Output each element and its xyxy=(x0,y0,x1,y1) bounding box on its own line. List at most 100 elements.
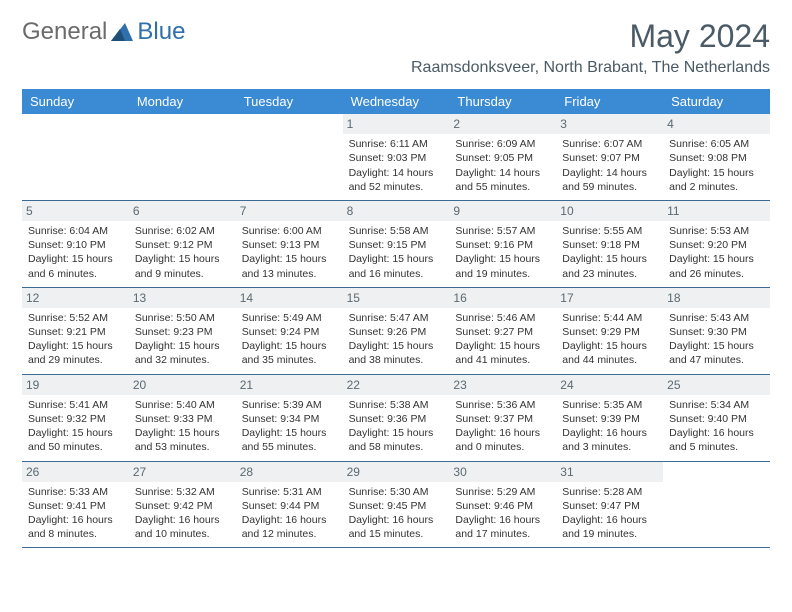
sunrise-text: Sunrise: 5:52 AM xyxy=(28,311,123,325)
daylight-text: Daylight: 16 hours and 8 minutes. xyxy=(28,513,123,541)
calendar-cell: 10Sunrise: 5:55 AMSunset: 9:18 PMDayligh… xyxy=(556,201,663,287)
daylight-text: Daylight: 15 hours and 38 minutes. xyxy=(349,339,444,367)
day-header-thursday: Thursday xyxy=(449,89,556,114)
day-number: 10 xyxy=(556,201,663,221)
sunset-text: Sunset: 9:44 PM xyxy=(242,499,337,513)
sunset-text: Sunset: 9:34 PM xyxy=(242,412,337,426)
sunrise-text: Sunrise: 6:09 AM xyxy=(455,137,550,151)
sunset-text: Sunset: 9:08 PM xyxy=(669,151,764,165)
sunrise-text: Sunrise: 5:34 AM xyxy=(669,398,764,412)
sunset-text: Sunset: 9:26 PM xyxy=(349,325,444,339)
day-number: 1 xyxy=(343,114,450,134)
daylight-text: Daylight: 14 hours and 59 minutes. xyxy=(562,166,657,194)
calendar-cell-empty xyxy=(129,114,236,200)
sunset-text: Sunset: 9:36 PM xyxy=(349,412,444,426)
calendar-cell: 31Sunrise: 5:28 AMSunset: 9:47 PMDayligh… xyxy=(556,462,663,548)
week-row: 19Sunrise: 5:41 AMSunset: 9:32 PMDayligh… xyxy=(22,375,770,462)
calendar-cell: 18Sunrise: 5:43 AMSunset: 9:30 PMDayligh… xyxy=(663,288,770,374)
daylight-text: Daylight: 15 hours and 19 minutes. xyxy=(455,252,550,280)
daylight-text: Daylight: 15 hours and 35 minutes. xyxy=(242,339,337,367)
calendar-cell: 9 Sunrise: 5:57 AMSunset: 9:16 PMDaylight… xyxy=(449,201,556,287)
daylight-text: Daylight: 15 hours and 29 minutes. xyxy=(28,339,123,367)
day-number: 6 xyxy=(129,201,236,221)
calendar-cell: 17Sunrise: 5:44 AMSunset: 9:29 PMDayligh… xyxy=(556,288,663,374)
sunrise-text: Sunrise: 5:33 AM xyxy=(28,485,123,499)
calendar-cell: 5Sunrise: 6:04 AMSunset: 9:10 PMDaylight… xyxy=(22,201,129,287)
sunset-text: Sunset: 9:41 PM xyxy=(28,499,123,513)
sunrise-text: Sunrise: 5:36 AM xyxy=(455,398,550,412)
calendar-cell: 27Sunrise: 5:32 AMSunset: 9:42 PMDayligh… xyxy=(129,462,236,548)
sunset-text: Sunset: 9:45 PM xyxy=(349,499,444,513)
sunset-text: Sunset: 9:21 PM xyxy=(28,325,123,339)
calendar-cell: 3Sunrise: 6:07 AMSunset: 9:07 PMDaylight… xyxy=(556,114,663,200)
day-number: 5 xyxy=(22,201,129,221)
sunrise-text: Sunrise: 5:43 AM xyxy=(669,311,764,325)
day-header-sunday: Sunday xyxy=(22,89,129,114)
sunset-text: Sunset: 9:07 PM xyxy=(562,151,657,165)
header: General Blue May 2024 Raamsdonksveer, No… xyxy=(22,18,770,77)
day-number: 15 xyxy=(343,288,450,308)
daylight-text: Daylight: 15 hours and 2 minutes. xyxy=(669,166,764,194)
calendar-cell: 29Sunrise: 5:30 AMSunset: 9:45 PMDayligh… xyxy=(343,462,450,548)
sunrise-text: Sunrise: 5:57 AM xyxy=(455,224,550,238)
sunset-text: Sunset: 9:12 PM xyxy=(135,238,230,252)
week-row: 26Sunrise: 5:33 AMSunset: 9:41 PMDayligh… xyxy=(22,462,770,549)
sunrise-text: Sunrise: 5:46 AM xyxy=(455,311,550,325)
day-number: 21 xyxy=(236,375,343,395)
sunrise-text: Sunrise: 5:47 AM xyxy=(349,311,444,325)
daylight-text: Daylight: 15 hours and 58 minutes. xyxy=(349,426,444,454)
day-number: 16 xyxy=(449,288,556,308)
day-number: 18 xyxy=(663,288,770,308)
day-number: 14 xyxy=(236,288,343,308)
calendar-cell-empty xyxy=(236,114,343,200)
daylight-text: Daylight: 16 hours and 5 minutes. xyxy=(669,426,764,454)
sunset-text: Sunset: 9:30 PM xyxy=(669,325,764,339)
daylight-text: Daylight: 15 hours and 53 minutes. xyxy=(135,426,230,454)
sunrise-text: Sunrise: 5:49 AM xyxy=(242,311,337,325)
day-number: 20 xyxy=(129,375,236,395)
calendar-cell: 11Sunrise: 5:53 AMSunset: 9:20 PMDayligh… xyxy=(663,201,770,287)
day-header-row: SundayMondayTuesdayWednesdayThursdayFrid… xyxy=(22,89,770,114)
day-number: 27 xyxy=(129,462,236,482)
sunrise-text: Sunrise: 6:05 AM xyxy=(669,137,764,151)
day-number: 9 xyxy=(449,201,556,221)
sunset-text: Sunset: 9:15 PM xyxy=(349,238,444,252)
daylight-text: Daylight: 16 hours and 15 minutes. xyxy=(349,513,444,541)
day-number: 7 xyxy=(236,201,343,221)
sunrise-text: Sunrise: 5:38 AM xyxy=(349,398,444,412)
calendar-cell: 6Sunrise: 6:02 AMSunset: 9:12 PMDaylight… xyxy=(129,201,236,287)
day-number: 29 xyxy=(343,462,450,482)
sunset-text: Sunset: 9:39 PM xyxy=(562,412,657,426)
logo-word2: Blue xyxy=(137,18,185,46)
sunrise-text: Sunrise: 5:31 AM xyxy=(242,485,337,499)
week-row: 5Sunrise: 6:04 AMSunset: 9:10 PMDaylight… xyxy=(22,201,770,288)
calendar-cell: 8Sunrise: 5:58 AMSunset: 9:15 PMDaylight… xyxy=(343,201,450,287)
calendar-cell: 2Sunrise: 6:09 AMSunset: 9:05 PMDaylight… xyxy=(449,114,556,200)
daylight-text: Daylight: 16 hours and 3 minutes. xyxy=(562,426,657,454)
sunset-text: Sunset: 9:20 PM xyxy=(669,238,764,252)
calendar-cell: 28Sunrise: 5:31 AMSunset: 9:44 PMDayligh… xyxy=(236,462,343,548)
sunrise-text: Sunrise: 5:50 AM xyxy=(135,311,230,325)
sunset-text: Sunset: 9:03 PM xyxy=(349,151,444,165)
daylight-text: Daylight: 15 hours and 13 minutes. xyxy=(242,252,337,280)
day-number: 11 xyxy=(663,201,770,221)
calendar-cell: 14Sunrise: 5:49 AMSunset: 9:24 PMDayligh… xyxy=(236,288,343,374)
sunset-text: Sunset: 9:16 PM xyxy=(455,238,550,252)
sunset-text: Sunset: 9:18 PM xyxy=(562,238,657,252)
day-number: 19 xyxy=(22,375,129,395)
day-header-saturday: Saturday xyxy=(663,89,770,114)
daylight-text: Daylight: 15 hours and 41 minutes. xyxy=(455,339,550,367)
day-number: 3 xyxy=(556,114,663,134)
sunrise-text: Sunrise: 5:41 AM xyxy=(28,398,123,412)
calendar-cell-empty xyxy=(663,462,770,548)
logo: General Blue xyxy=(22,18,185,46)
day-number: 31 xyxy=(556,462,663,482)
logo-triangle-icon xyxy=(111,23,133,41)
sunrise-text: Sunrise: 5:28 AM xyxy=(562,485,657,499)
sunset-text: Sunset: 9:46 PM xyxy=(455,499,550,513)
sunset-text: Sunset: 9:40 PM xyxy=(669,412,764,426)
calendar-cell: 20Sunrise: 5:40 AMSunset: 9:33 PMDayligh… xyxy=(129,375,236,461)
week-row: 1Sunrise: 6:11 AMSunset: 9:03 PMDaylight… xyxy=(22,114,770,201)
calendar-cell: 24Sunrise: 5:35 AMSunset: 9:39 PMDayligh… xyxy=(556,375,663,461)
daylight-text: Daylight: 15 hours and 55 minutes. xyxy=(242,426,337,454)
